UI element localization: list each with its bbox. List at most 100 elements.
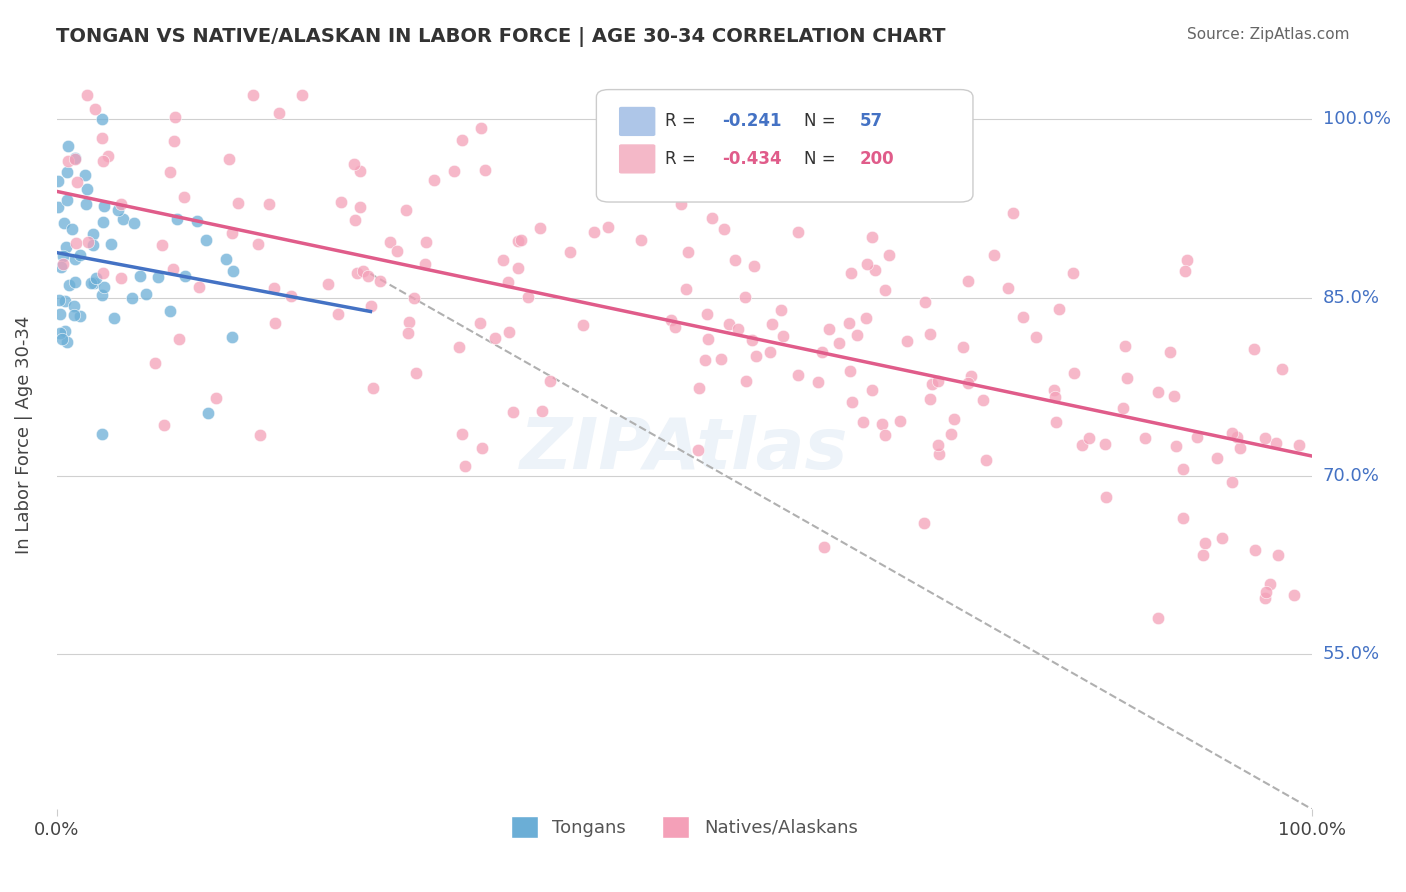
Legend: Tongans, Natives/Alaskans: Tongans, Natives/Alaskans [503,809,865,845]
Point [249,428,271,442]
Point [484,331,506,345]
Point [415,235,437,249]
Point [1254,591,1277,606]
Point [959,369,981,384]
Point [91,288,114,302]
Point [863,262,886,277]
Point [630,234,652,248]
Point [111,212,134,227]
Point [100,236,122,251]
Point [110,271,132,285]
Point [173,190,195,204]
Point [761,317,783,331]
Text: 57: 57 [860,112,883,130]
Point [56,193,79,207]
Point [423,173,446,187]
Point [264,316,287,330]
Point [451,132,474,146]
Point [470,121,492,136]
Point [529,220,551,235]
Point [807,375,830,389]
Point [398,315,420,329]
Point [787,368,810,382]
Point [502,405,524,419]
Point [66,175,89,189]
Point [163,111,186,125]
Point [1043,390,1066,404]
Point [107,202,129,217]
Point [713,222,735,236]
Point [583,225,606,239]
Point [93,154,115,169]
Point [221,227,243,241]
Point [280,289,302,303]
Point [352,264,374,278]
Point [1147,611,1170,625]
Point [492,252,515,267]
Point [1063,367,1085,381]
Point [976,452,998,467]
Point [676,244,699,259]
Point [56,139,79,153]
Point [166,212,188,227]
Point [53,293,76,308]
Point [63,308,86,322]
Point [939,426,962,441]
Point [1094,436,1116,450]
Point [860,384,883,398]
Point [1133,431,1156,445]
Point [813,540,835,554]
Point [1095,490,1118,504]
Point [356,268,378,283]
Point [759,344,782,359]
Point [921,377,943,392]
Point [1265,435,1288,450]
Text: TONGAN VS NATIVE/ALASKAN IN LABOR FORCE | AGE 30-34 CORRELATION CHART: TONGAN VS NATIVE/ALASKAN IN LABOR FORCE … [56,27,946,46]
Point [346,266,368,280]
Point [97,149,120,163]
Point [839,363,862,377]
Point [856,257,879,271]
Point [1012,310,1035,325]
Point [291,88,314,103]
Point [1226,429,1249,443]
Point [167,332,190,346]
Point [744,350,766,364]
Point [329,194,352,209]
Text: -0.241: -0.241 [721,112,782,130]
Point [845,328,868,343]
Point [215,252,238,266]
Point [741,333,763,347]
Point [53,324,76,338]
Point [1288,438,1310,452]
Point [920,327,942,342]
Point [83,102,105,116]
Text: Source: ZipAtlas.com: Source: ZipAtlas.com [1187,27,1350,42]
Point [676,131,699,145]
Point [972,392,994,407]
Point [841,395,863,409]
Point [1243,342,1265,356]
Point [65,151,87,165]
Point [413,257,436,271]
Point [218,152,240,166]
Point [952,340,974,354]
Point [1254,431,1277,445]
Point [55,335,77,350]
Point [82,237,104,252]
Point [879,248,901,262]
Point [538,374,561,388]
Point [395,203,418,218]
Text: -0.434: -0.434 [721,150,782,168]
Point [1258,576,1281,591]
Point [360,300,382,314]
Point [718,317,741,331]
Point [63,152,86,166]
Point [242,88,264,103]
Point [221,264,243,278]
Point [73,168,96,182]
Point [693,353,716,368]
Point [55,240,77,254]
Point [1163,389,1185,403]
Point [1271,361,1294,376]
